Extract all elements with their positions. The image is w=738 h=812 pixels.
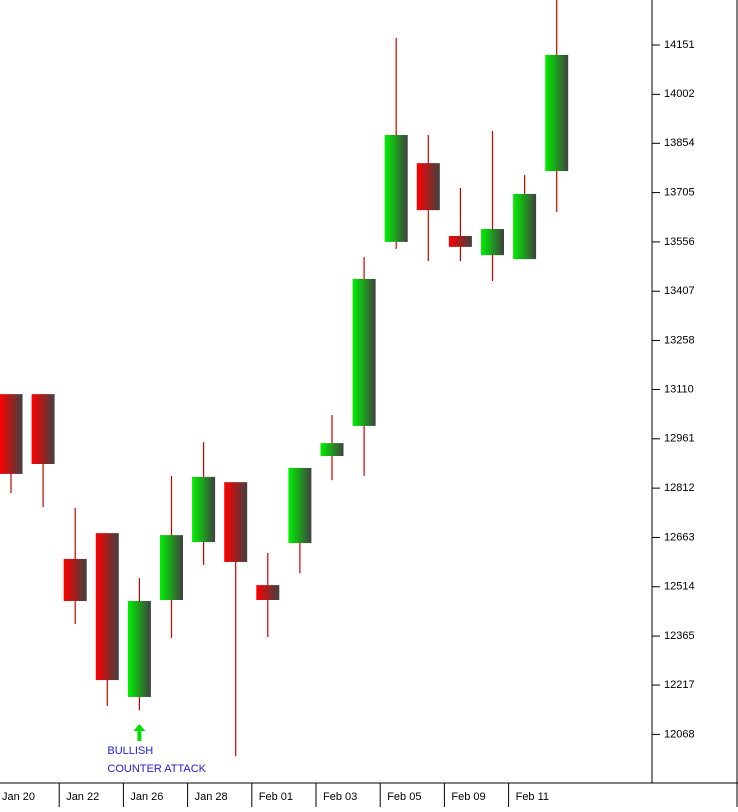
x-tick-label: Feb 11: [516, 791, 549, 803]
y-tick-label: 12812: [664, 482, 695, 494]
candle-body: [31, 394, 55, 464]
y-tick-label: 14151: [664, 39, 695, 51]
y-tick-label: 12068: [664, 728, 695, 740]
y-tick-label: 14002: [664, 88, 695, 100]
candle-body: [192, 476, 216, 543]
y-tick-label: 12514: [664, 581, 695, 593]
candle-body: [513, 193, 537, 260]
candle-body: [545, 54, 569, 172]
y-tick-label: 12365: [664, 630, 695, 642]
y-tick-label: 12961: [664, 433, 695, 445]
x-tick-label: Feb 05: [387, 791, 421, 803]
y-tick-label: 12663: [664, 531, 695, 543]
candle-body: [384, 135, 408, 242]
x-tick-label: Jan 22: [66, 791, 99, 803]
candle-body: [481, 229, 504, 256]
candle-body: [160, 535, 183, 600]
x-tick-label: Jan 26: [130, 791, 163, 803]
x-tick-label: Jan 28: [195, 791, 228, 803]
candle-body: [95, 533, 119, 681]
candle-body: [63, 558, 87, 601]
candle-body: [352, 278, 376, 426]
y-tick-label: 13705: [664, 187, 695, 199]
y-tick-label: 13556: [664, 236, 695, 248]
y-tick-label: 13110: [664, 383, 694, 395]
candle-body: [416, 163, 440, 211]
y-tick-label: 13258: [664, 334, 695, 346]
annotation-text: COUNTER ATTACK: [107, 763, 206, 775]
x-tick-label: Feb 03: [323, 791, 357, 803]
x-tick-label: Feb 09: [451, 791, 485, 803]
annotation-arrow: [133, 724, 146, 741]
candle-body: [224, 482, 248, 562]
candle-body: [127, 600, 151, 697]
candle-body: [0, 394, 23, 474]
y-tick-label: 13407: [664, 285, 695, 297]
annotation-text: BULLISH: [107, 745, 153, 757]
candle-body: [288, 467, 312, 544]
candle-body: [320, 443, 344, 457]
candle-body: [256, 585, 280, 600]
plot-area: [0, 0, 569, 757]
candle-body: [448, 235, 472, 247]
y-tick-label: 12217: [664, 679, 695, 691]
y-tick-label: 13854: [664, 137, 695, 149]
x-tick-label: Jan 20: [2, 791, 35, 803]
x-tick-label: Feb 01: [259, 791, 293, 803]
